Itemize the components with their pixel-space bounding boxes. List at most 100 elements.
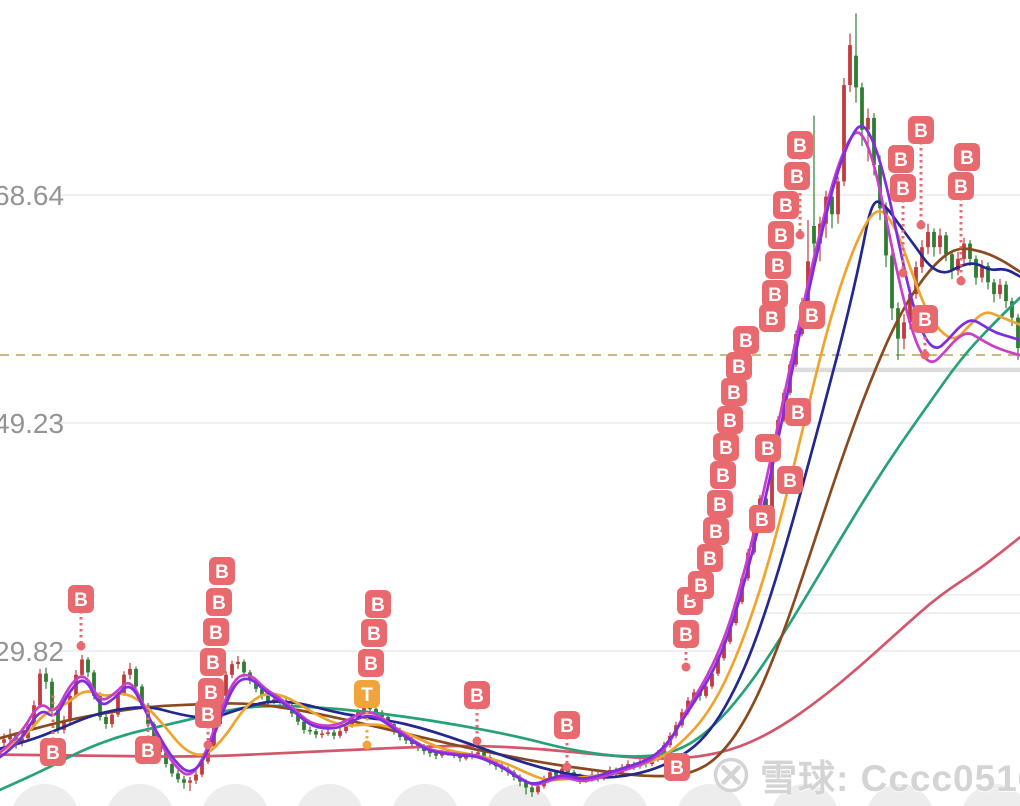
buy-marker: B: [200, 648, 226, 676]
buy-marker: B: [703, 517, 729, 545]
buy-marker: B: [759, 304, 785, 332]
buy-marker: B: [707, 490, 733, 518]
buy-marker: B: [198, 678, 224, 706]
buy-marker: B: [358, 649, 384, 677]
buy-marker: B: [954, 143, 980, 171]
buy-marker: B: [40, 738, 66, 766]
ma-line-ma2: [0, 131, 1020, 786]
buy-marker: B: [721, 378, 747, 406]
buy-marker: B: [784, 162, 810, 190]
svg-text:B: B: [783, 471, 797, 492]
svg-text:B: B: [209, 623, 223, 644]
buy-marker: B: [908, 116, 934, 144]
svg-text:B: B: [364, 654, 378, 675]
svg-text:B: B: [670, 758, 684, 779]
ma-lines-layer: [0, 124, 1020, 792]
buy-marker: B: [203, 618, 229, 646]
buy-marker: B: [717, 406, 743, 434]
buy-marker: B: [365, 590, 391, 618]
svg-text:B: B: [768, 285, 782, 306]
buy-marker: B: [209, 557, 235, 585]
buy-marker: B: [361, 619, 387, 647]
svg-text:B: B: [960, 148, 974, 169]
svg-text:B: B: [779, 196, 793, 217]
buy-marker: B: [68, 585, 94, 613]
buy-marker: B: [554, 711, 580, 739]
svg-text:B: B: [371, 595, 385, 616]
svg-text:B: B: [894, 150, 908, 171]
buy-marker: B: [195, 700, 221, 728]
marker-tails-layer: [51, 142, 966, 772]
svg-text:B: B: [723, 411, 737, 432]
svg-text:B: B: [201, 705, 215, 726]
svg-text:B: B: [470, 686, 484, 707]
svg-text:B: B: [793, 136, 807, 157]
buy-marker: B: [799, 301, 825, 329]
y-axis-label: 49.23: [0, 408, 64, 439]
svg-text:B: B: [739, 331, 753, 352]
svg-text:B: B: [765, 309, 779, 330]
buy-marker: B: [912, 305, 938, 333]
svg-text:B: B: [761, 439, 775, 460]
buy-marker: B: [697, 544, 723, 572]
svg-text:B: B: [954, 177, 968, 198]
svg-text:B: B: [206, 653, 220, 674]
svg-text:B: B: [914, 121, 928, 142]
ma-line-ma1: [0, 124, 1020, 785]
svg-text:B: B: [204, 683, 218, 704]
buy-marker: B: [768, 221, 794, 249]
svg-text:B: B: [694, 576, 708, 597]
buy-marker: B: [888, 145, 914, 173]
svg-text:B: B: [732, 357, 746, 378]
svg-text:B: B: [727, 383, 741, 404]
svg-text:B: B: [74, 590, 88, 611]
bottom-decor-bubbles: [13, 784, 1020, 806]
svg-text:B: B: [716, 466, 730, 487]
buy-marker: B: [710, 461, 736, 489]
buy-marker: B: [464, 681, 490, 709]
svg-text:B: B: [367, 624, 381, 645]
ma-line-ma6: [0, 296, 1020, 792]
svg-text:B: B: [141, 741, 155, 762]
buy-marker: B: [785, 398, 811, 426]
grid-layer: 68.64 49.23 29.82: [0, 180, 1020, 667]
svg-text:B: B: [790, 167, 804, 188]
y-axis-label: 68.64: [0, 180, 64, 211]
buy-marker: B: [773, 191, 799, 219]
buy-marker: B: [890, 174, 916, 202]
svg-text:B: B: [896, 179, 910, 200]
buy-marker: B: [688, 571, 714, 599]
svg-text:B: B: [212, 593, 226, 614]
buy-marker: B: [787, 131, 813, 159]
svg-text:B: B: [791, 403, 805, 424]
buy-marker: B: [664, 753, 690, 781]
ma-line-ma4: [0, 200, 1020, 779]
svg-text:B: B: [709, 522, 723, 543]
buy-marker: B: [726, 352, 752, 380]
svg-text:B: B: [771, 256, 785, 277]
svg-text:B: B: [755, 510, 769, 531]
buy-marker: B: [755, 434, 781, 462]
buy-marker: B: [777, 466, 803, 494]
y-axis-label: 29.82: [0, 636, 64, 667]
svg-text:B: B: [679, 625, 693, 646]
svg-text:B: B: [215, 562, 229, 583]
buy-marker: B: [749, 505, 775, 533]
svg-text:B: B: [805, 306, 819, 327]
svg-text:T: T: [361, 685, 373, 706]
buy-marker: B: [948, 172, 974, 200]
svg-text:B: B: [703, 549, 717, 570]
buy-marker: B: [713, 433, 739, 461]
buy-marker: B: [673, 620, 699, 648]
svg-text:B: B: [719, 438, 733, 459]
ma-line-ma5: [0, 247, 1020, 778]
ma-line-ma3: [0, 210, 1020, 782]
svg-text:B: B: [713, 495, 727, 516]
buy-marker: B: [762, 280, 788, 308]
buy-marker: B: [733, 326, 759, 354]
svg-text:B: B: [46, 743, 60, 764]
buy-marker: B: [206, 588, 232, 616]
